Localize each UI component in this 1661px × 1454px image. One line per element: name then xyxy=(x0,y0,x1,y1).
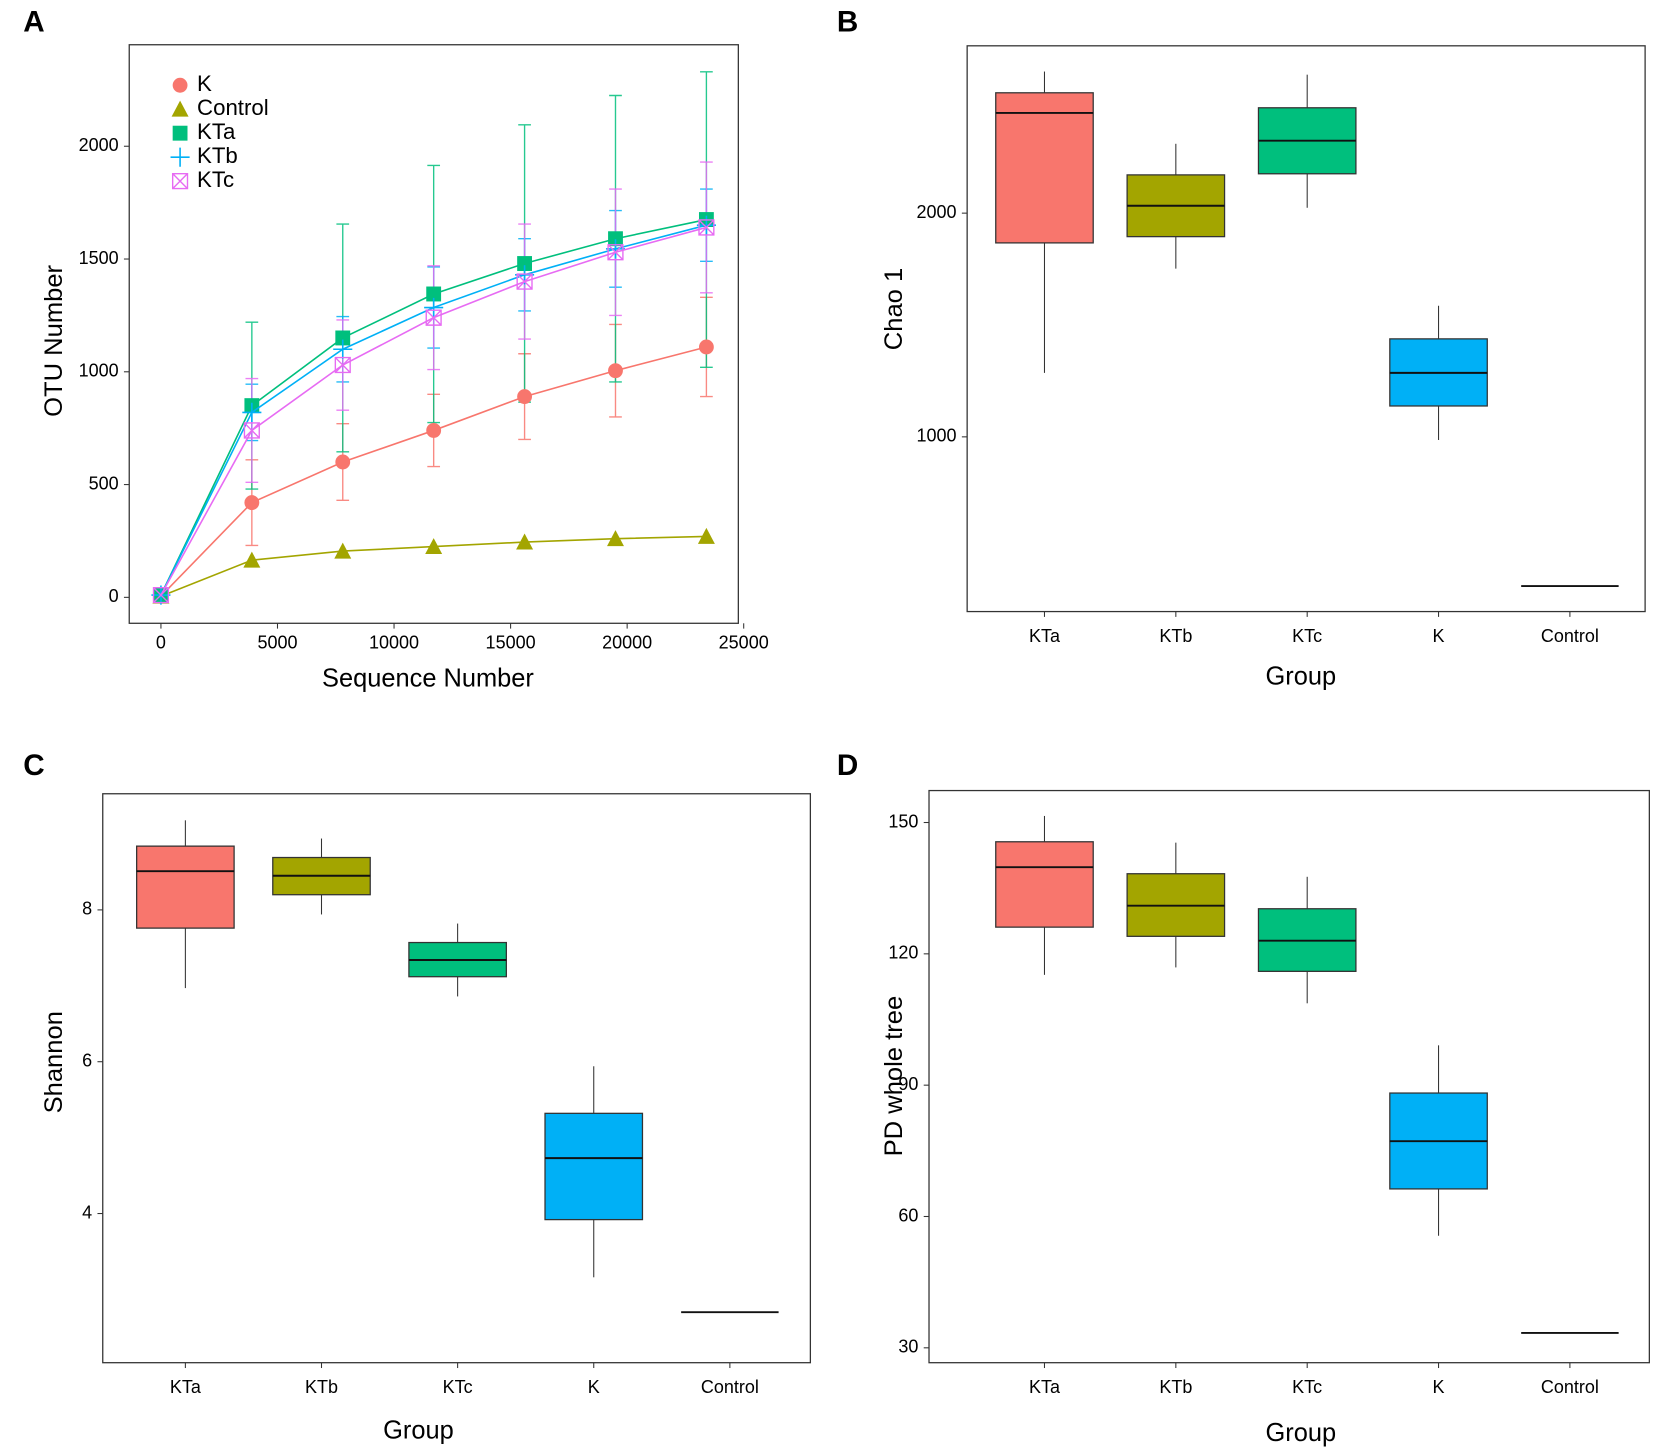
y-tick-label: 1500 xyxy=(79,248,119,268)
x-tick-label: 20000 xyxy=(602,632,652,652)
x-axis-label: Group xyxy=(1266,1419,1337,1447)
y-axis-label: Shannon xyxy=(40,1011,68,1113)
marker xyxy=(426,422,442,438)
panel: B Group Chao 1 1000 2000 KTa KTb KTc K Control xyxy=(837,5,1646,690)
x-tick-label: KTc xyxy=(443,1377,473,1397)
x-axis-label: Group xyxy=(383,1417,454,1445)
plot-frame xyxy=(966,45,1646,613)
x-tick-label: KTc xyxy=(1292,626,1322,646)
marker xyxy=(517,256,532,271)
panel: A Sequence Number OTU Number 0 500 1000 1500 20… xyxy=(23,5,768,692)
y-tick-label: 8 xyxy=(82,899,92,919)
x-tick-label: K xyxy=(1433,1377,1445,1397)
legend-label: K xyxy=(197,71,212,96)
y-tick-label: 150 xyxy=(888,811,918,831)
x-tick-label: KTb xyxy=(305,1377,338,1397)
panel-label: A xyxy=(23,5,44,38)
y-tick-label: 0 xyxy=(109,586,119,606)
y-axis-label: PD whole tree xyxy=(880,996,908,1157)
x-tick-label: KTa xyxy=(1029,626,1061,646)
legend-label: KTa xyxy=(197,119,236,144)
panel-label: C xyxy=(23,749,44,782)
y-tick-label: 1000 xyxy=(917,426,957,446)
y-tick-label: 6 xyxy=(82,1050,92,1070)
y-tick-label: 120 xyxy=(888,943,918,963)
panel-label: B xyxy=(837,5,858,38)
marker xyxy=(333,339,353,359)
box xyxy=(544,1112,644,1221)
x-tick-label: 15000 xyxy=(486,632,536,652)
marker xyxy=(698,219,715,236)
y-tick-label: 2000 xyxy=(917,202,957,222)
x-tick-label: 5000 xyxy=(257,632,297,652)
x-tick-label: Control xyxy=(701,1377,759,1397)
x-tick-label: KTb xyxy=(1159,626,1192,646)
x-tick-label: KTb xyxy=(1159,1377,1192,1397)
marker xyxy=(697,527,715,544)
marker xyxy=(608,231,623,247)
legend-label: KTc xyxy=(197,167,234,192)
marker xyxy=(243,422,260,439)
marker xyxy=(334,356,351,374)
legend-marker xyxy=(170,147,190,167)
marker xyxy=(425,538,443,555)
x-tick-label: Control xyxy=(1541,1377,1599,1397)
box xyxy=(995,841,1094,928)
legend-label: Control xyxy=(197,95,269,120)
marker xyxy=(243,551,261,568)
box xyxy=(136,845,235,929)
x-tick-label: 25000 xyxy=(719,632,769,652)
marker xyxy=(242,402,262,422)
legend-marker xyxy=(172,77,188,93)
marker xyxy=(608,363,623,379)
marker xyxy=(696,215,716,235)
legend-marker xyxy=(172,125,188,141)
y-tick-label: 1000 xyxy=(79,361,119,381)
marker xyxy=(152,586,170,604)
legend-marker xyxy=(171,172,189,190)
marker xyxy=(516,273,533,290)
x-tick-label: 10000 xyxy=(369,632,419,652)
x-tick-label: K xyxy=(588,1377,600,1397)
x-tick-label: 0 xyxy=(156,632,166,652)
marker xyxy=(605,239,626,259)
marker xyxy=(607,244,624,261)
panel-label: D xyxy=(837,749,858,782)
x-tick-label: Control xyxy=(1541,626,1599,646)
marker xyxy=(425,309,442,326)
marker xyxy=(424,297,444,318)
y-tick-label: 90 xyxy=(898,1074,918,1094)
x-tick-label: KTc xyxy=(1292,1377,1322,1397)
plot-frame xyxy=(928,789,1650,1364)
panel: D Group PD whole tree 30 60 90 120 150 KTa KTb KTc… xyxy=(837,749,1650,1447)
legend-marker xyxy=(171,100,189,117)
x-tick-label: KTa xyxy=(170,1377,202,1397)
marker xyxy=(334,542,352,559)
y-tick-label: 2000 xyxy=(79,135,119,155)
legend-label: KTb xyxy=(197,143,238,168)
marker xyxy=(335,454,351,470)
plot-frame xyxy=(128,44,739,624)
marker xyxy=(698,339,714,355)
marker xyxy=(335,330,351,346)
x-tick-label: KTa xyxy=(1029,1377,1061,1397)
y-tick-label: 500 xyxy=(89,473,119,493)
box xyxy=(995,92,1094,244)
y-tick-label: 60 xyxy=(898,1205,918,1225)
y-axis-label: Chao 1 xyxy=(880,268,908,350)
marker xyxy=(426,286,442,302)
marker xyxy=(517,389,532,405)
x-axis-label: Group xyxy=(1266,662,1337,690)
y-tick-label: 4 xyxy=(82,1202,92,1222)
marker xyxy=(607,530,624,547)
plot-frame xyxy=(102,793,812,1364)
panel: C Group Shannon 4 6 8 KTa KTb KTc K Control xyxy=(23,749,812,1445)
y-tick-label: 30 xyxy=(898,1337,918,1357)
x-axis-label: Sequence Number xyxy=(322,664,534,692)
marker xyxy=(516,533,534,550)
x-tick-label: K xyxy=(1433,626,1445,646)
marker xyxy=(244,495,260,511)
y-axis-label: OTU Number xyxy=(40,264,68,416)
